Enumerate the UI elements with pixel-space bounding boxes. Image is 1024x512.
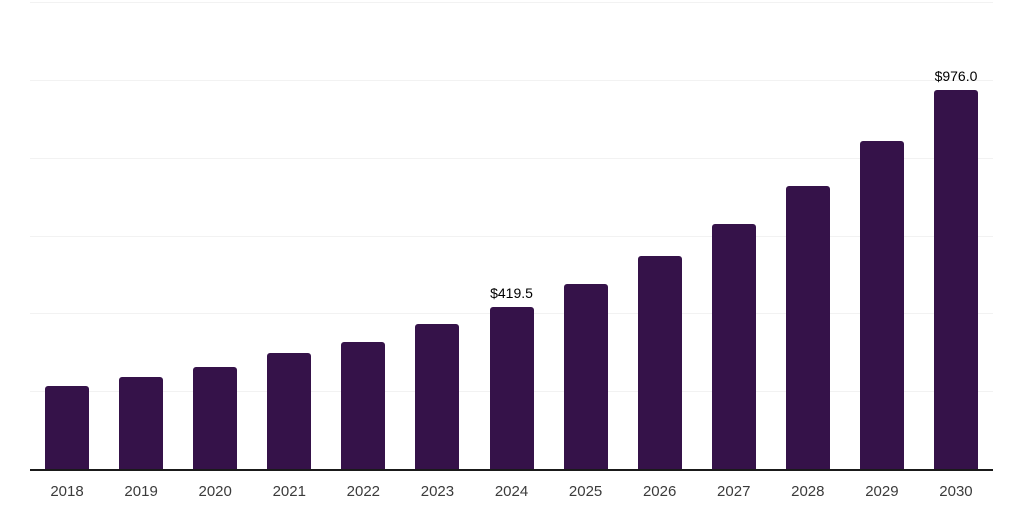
x-tick-label-2026: 2026 [642,483,677,500]
bar-2019 [119,376,164,470]
bar-cell-2019 [104,3,178,470]
x-tick-label-2027: 2027 [717,483,751,500]
bar-cell-2021 [252,3,326,470]
bar-2020 [193,366,238,470]
bar-2026 [637,255,682,470]
gridline-1200 [30,2,993,3]
bar-2030 [933,90,978,470]
plot-area: $419.5 $976.0 [30,2,993,471]
x-tick-label-2019: 2019 [124,483,158,500]
x-tick-label-2028: 2028 [791,483,825,500]
bar-2025 [563,284,608,470]
bar-2018 [45,385,90,470]
bar-2027 [711,224,756,470]
x-tick-label-2023: 2023 [420,483,455,500]
x-tick-label-2029: 2029 [865,483,899,500]
bar-cell-2026 [623,3,697,470]
bar-cell-2023 [400,3,474,470]
bar-cell-2020 [178,3,252,470]
bar-cell-2030: $976.0 [919,3,993,470]
bar-series: $419.5 $976.0 [30,3,993,470]
bar-2023 [415,324,460,470]
x-axis-line [30,469,993,471]
bar-cell-2029 [845,3,919,470]
data-label-2024: $419.5 [490,284,533,301]
x-tick-label-2022: 2022 [346,483,381,500]
x-tick-label-2030: 2030 [939,483,973,500]
x-tick-label-2021: 2021 [272,483,306,500]
bar-cell-2028 [771,3,845,470]
bar-2028 [785,185,830,470]
bar-cell-2022 [326,3,400,470]
x-tick-label-2024: 2024 [494,483,529,500]
x-tick-label-2025: 2025 [568,483,603,500]
bar-cell-2018 [30,3,104,470]
gridline-800 [30,157,993,159]
x-tick-label-2018: 2018 [50,483,84,500]
data-label-2030: $976.0 [934,68,978,85]
bar-cell-2027 [697,3,771,470]
x-tick-label-2020: 2020 [198,483,232,500]
x-axis-tick-labels: 2018 2019 2020 2021 2022 2023 2024 2025 2026 2027… [30,483,993,501]
bar-2024 [489,306,534,470]
gridline-600 [30,235,993,237]
bar-cell-2025 [549,3,623,470]
bar-2021 [267,353,312,470]
bar-2029 [859,140,904,470]
gridline-1000 [30,79,993,81]
bar-cell-2024: $419.5 [474,3,548,470]
bar-2022 [341,341,386,470]
